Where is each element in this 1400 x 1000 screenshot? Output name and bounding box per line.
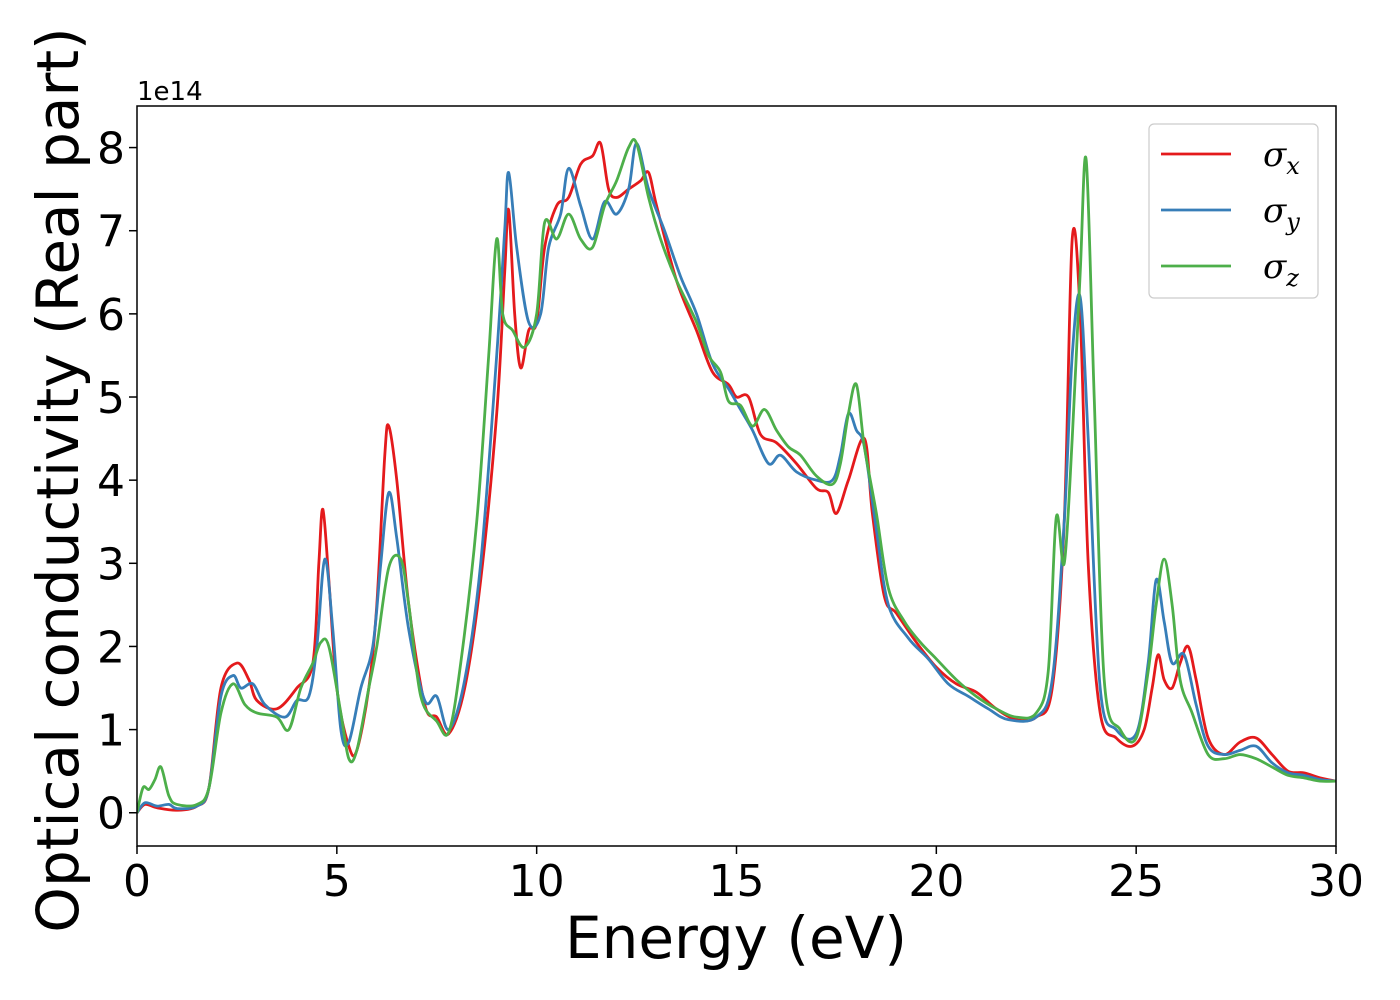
x-axis: 0 5 10 15 20 25 30 bbox=[123, 846, 1364, 907]
y-tick-label: 5 bbox=[97, 373, 125, 424]
x-tick-label: 25 bbox=[1108, 856, 1164, 907]
x-tick-label: 10 bbox=[509, 856, 565, 907]
y-tick-label: 3 bbox=[97, 539, 125, 590]
legend-label-x: σx bbox=[1263, 135, 1300, 180]
y-tick-label: 6 bbox=[97, 290, 125, 341]
legend-label-y: σy bbox=[1263, 191, 1300, 236]
x-tick-label: 30 bbox=[1308, 856, 1364, 907]
x-tick-label: 15 bbox=[709, 856, 765, 907]
y-axis: 0 1 2 3 4 5 6 7 8 bbox=[97, 124, 137, 840]
series-layer bbox=[137, 138, 1336, 814]
y-axis-label: Optical conductivity (Real part) bbox=[24, 27, 92, 932]
x-tick-label: 5 bbox=[323, 856, 351, 907]
x-tick-label: 0 bbox=[123, 856, 151, 907]
x-tick-label: 20 bbox=[908, 856, 964, 907]
x-axis-label: Energy (eV) bbox=[565, 904, 907, 972]
y-tick-label: 8 bbox=[97, 124, 125, 175]
legend-label-z: σz bbox=[1263, 247, 1299, 292]
y-tick-label: 0 bbox=[97, 789, 125, 840]
y-offset-label: 1e14 bbox=[137, 77, 203, 107]
series-line-z bbox=[137, 138, 1336, 814]
legend-box bbox=[1148, 123, 1319, 299]
y-tick-label: 2 bbox=[97, 622, 125, 673]
y-tick-label: 4 bbox=[97, 456, 125, 507]
y-tick-label: 1 bbox=[97, 706, 125, 757]
y-tick-label: 7 bbox=[97, 207, 125, 258]
series-line-y bbox=[137, 142, 1336, 814]
legend: σx σy σz bbox=[1148, 123, 1319, 299]
